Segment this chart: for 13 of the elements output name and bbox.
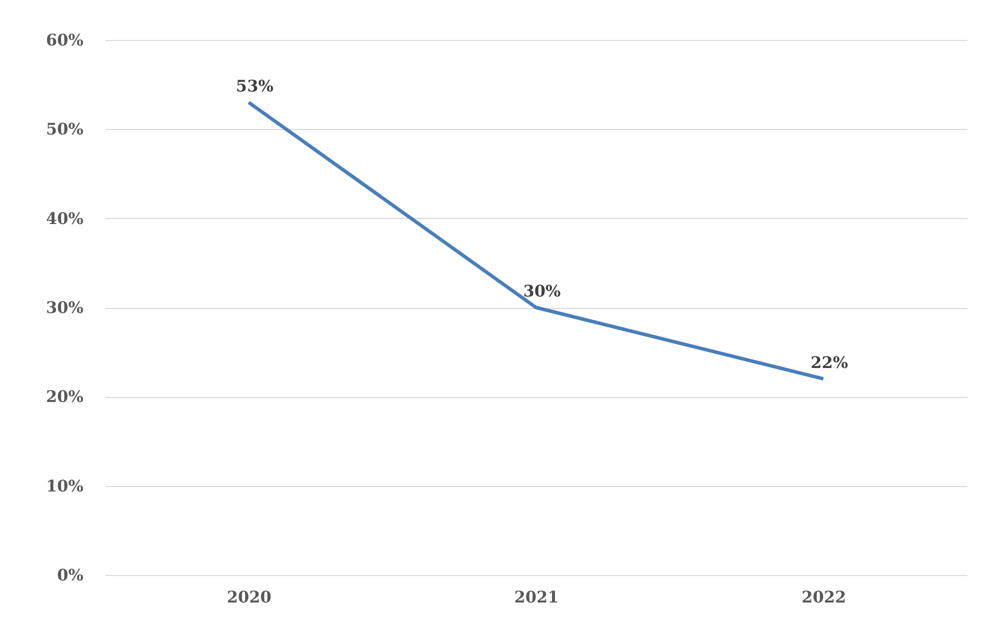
y-tick-label: 60%: [46, 30, 84, 50]
y-tick-label: 10%: [46, 476, 84, 496]
y-tick-label: 20%: [46, 387, 84, 406]
data-label: 30%: [523, 282, 561, 300]
data-label: 53%: [236, 76, 274, 96]
y-tick-label: 40%: [46, 208, 84, 228]
y-tick-label: 0%: [57, 566, 84, 584]
x-tick-label: 2021: [514, 588, 559, 606]
x-tick-label: 2022: [802, 588, 846, 606]
data-label: 22%: [810, 352, 848, 372]
y-tick-label: 50%: [46, 120, 84, 139]
x-tick-label: 2020: [226, 588, 272, 606]
y-tick-label: 30%: [46, 298, 84, 317]
